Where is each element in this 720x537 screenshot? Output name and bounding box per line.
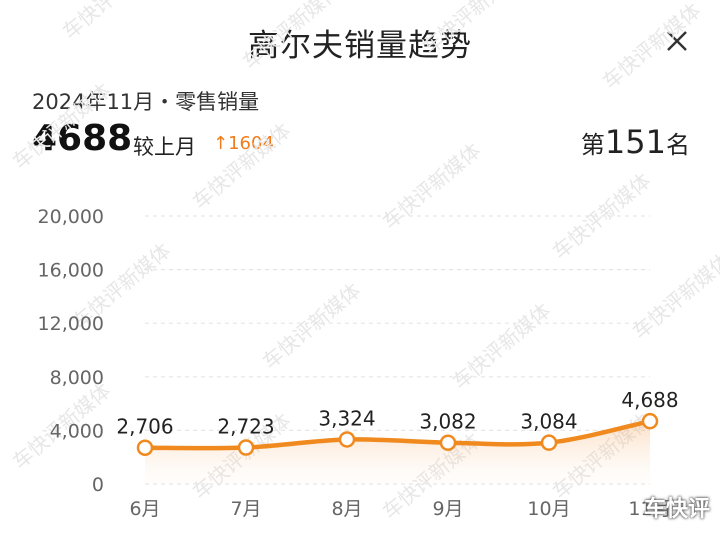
close-icon[interactable] (664, 28, 690, 54)
watermark-text: 车快评新媒体 (448, 298, 555, 394)
logo-watermark: 车快评 (643, 497, 710, 522)
x-tick-label: 7月 (230, 498, 261, 520)
x-tick-label: 8月 (331, 498, 362, 520)
up-arrow-icon: ↑ (213, 133, 229, 154)
y-axis-ticks: 0 4,000 8,000 12,000 16,000 20,000 (38, 206, 104, 496)
period-label: 2024年11月・零售销量 (32, 90, 260, 114)
y-tick-label: 16,000 (38, 260, 104, 282)
y-tick-label: 0 (92, 474, 104, 496)
rank-suffix: 名 (666, 131, 690, 159)
rank-number: 151 (604, 123, 666, 161)
y-tick-label: 4,000 (50, 420, 104, 442)
watermark-text: 车快评新媒体 (378, 138, 485, 234)
watermark-text: 车快评新媒体 (628, 248, 720, 344)
data-label: 3,324 (318, 406, 375, 430)
watermark-text: 车快评新媒体 (188, 118, 295, 214)
watermark-text: 车快评新媒体 (258, 278, 365, 374)
watermark-text: 车快评新媒体 (58, 0, 165, 44)
data-label: 3,084 (520, 410, 577, 434)
data-label: 3,082 (419, 410, 476, 434)
x-tick-label: 9月 (432, 498, 463, 520)
delta-value: ↑1604 (213, 133, 274, 154)
sales-value: 4688 (32, 118, 133, 159)
x-axis-ticks: 6月 7月 8月 9月 10月 11月 (129, 498, 671, 520)
delta-number: 1604 (228, 133, 274, 154)
x-tick-label: 11月 (628, 498, 671, 520)
watermark-text: 车快评新媒体 (418, 0, 525, 59)
data-point (641, 412, 659, 430)
y-tick-label: 8,000 (50, 367, 104, 389)
compare-label: 较上月 (133, 135, 196, 159)
rank: 第151名 (581, 123, 690, 161)
watermark-text: 车快评新媒体 (8, 78, 115, 174)
sales-line (142, 418, 653, 451)
data-point (237, 439, 255, 456)
data-points (136, 412, 659, 456)
x-tick-label: 10月 (527, 498, 570, 520)
data-label: 2,706 (116, 415, 173, 439)
rank-prefix: 第 (580, 131, 605, 159)
data-label: 4,688 (621, 388, 678, 412)
data-labels: 2,706 2,723 3,324 3,082 3,084 4,688 (116, 388, 678, 439)
data-point (136, 439, 154, 456)
y-tick-label: 20,000 (38, 206, 104, 228)
y-tick-label: 12,000 (38, 313, 104, 335)
x-tick-label: 6月 (129, 498, 160, 520)
watermark-text: 车快评新媒体 (598, 0, 705, 94)
watermark-text: 车快评新媒体 (238, 0, 345, 74)
sales-area (145, 421, 650, 484)
data-point (439, 434, 457, 451)
data-point (338, 431, 356, 448)
data-point (540, 434, 558, 451)
data-label: 2,723 (217, 415, 274, 439)
dialog-title: 高尔夫销量趋势 (248, 28, 472, 64)
